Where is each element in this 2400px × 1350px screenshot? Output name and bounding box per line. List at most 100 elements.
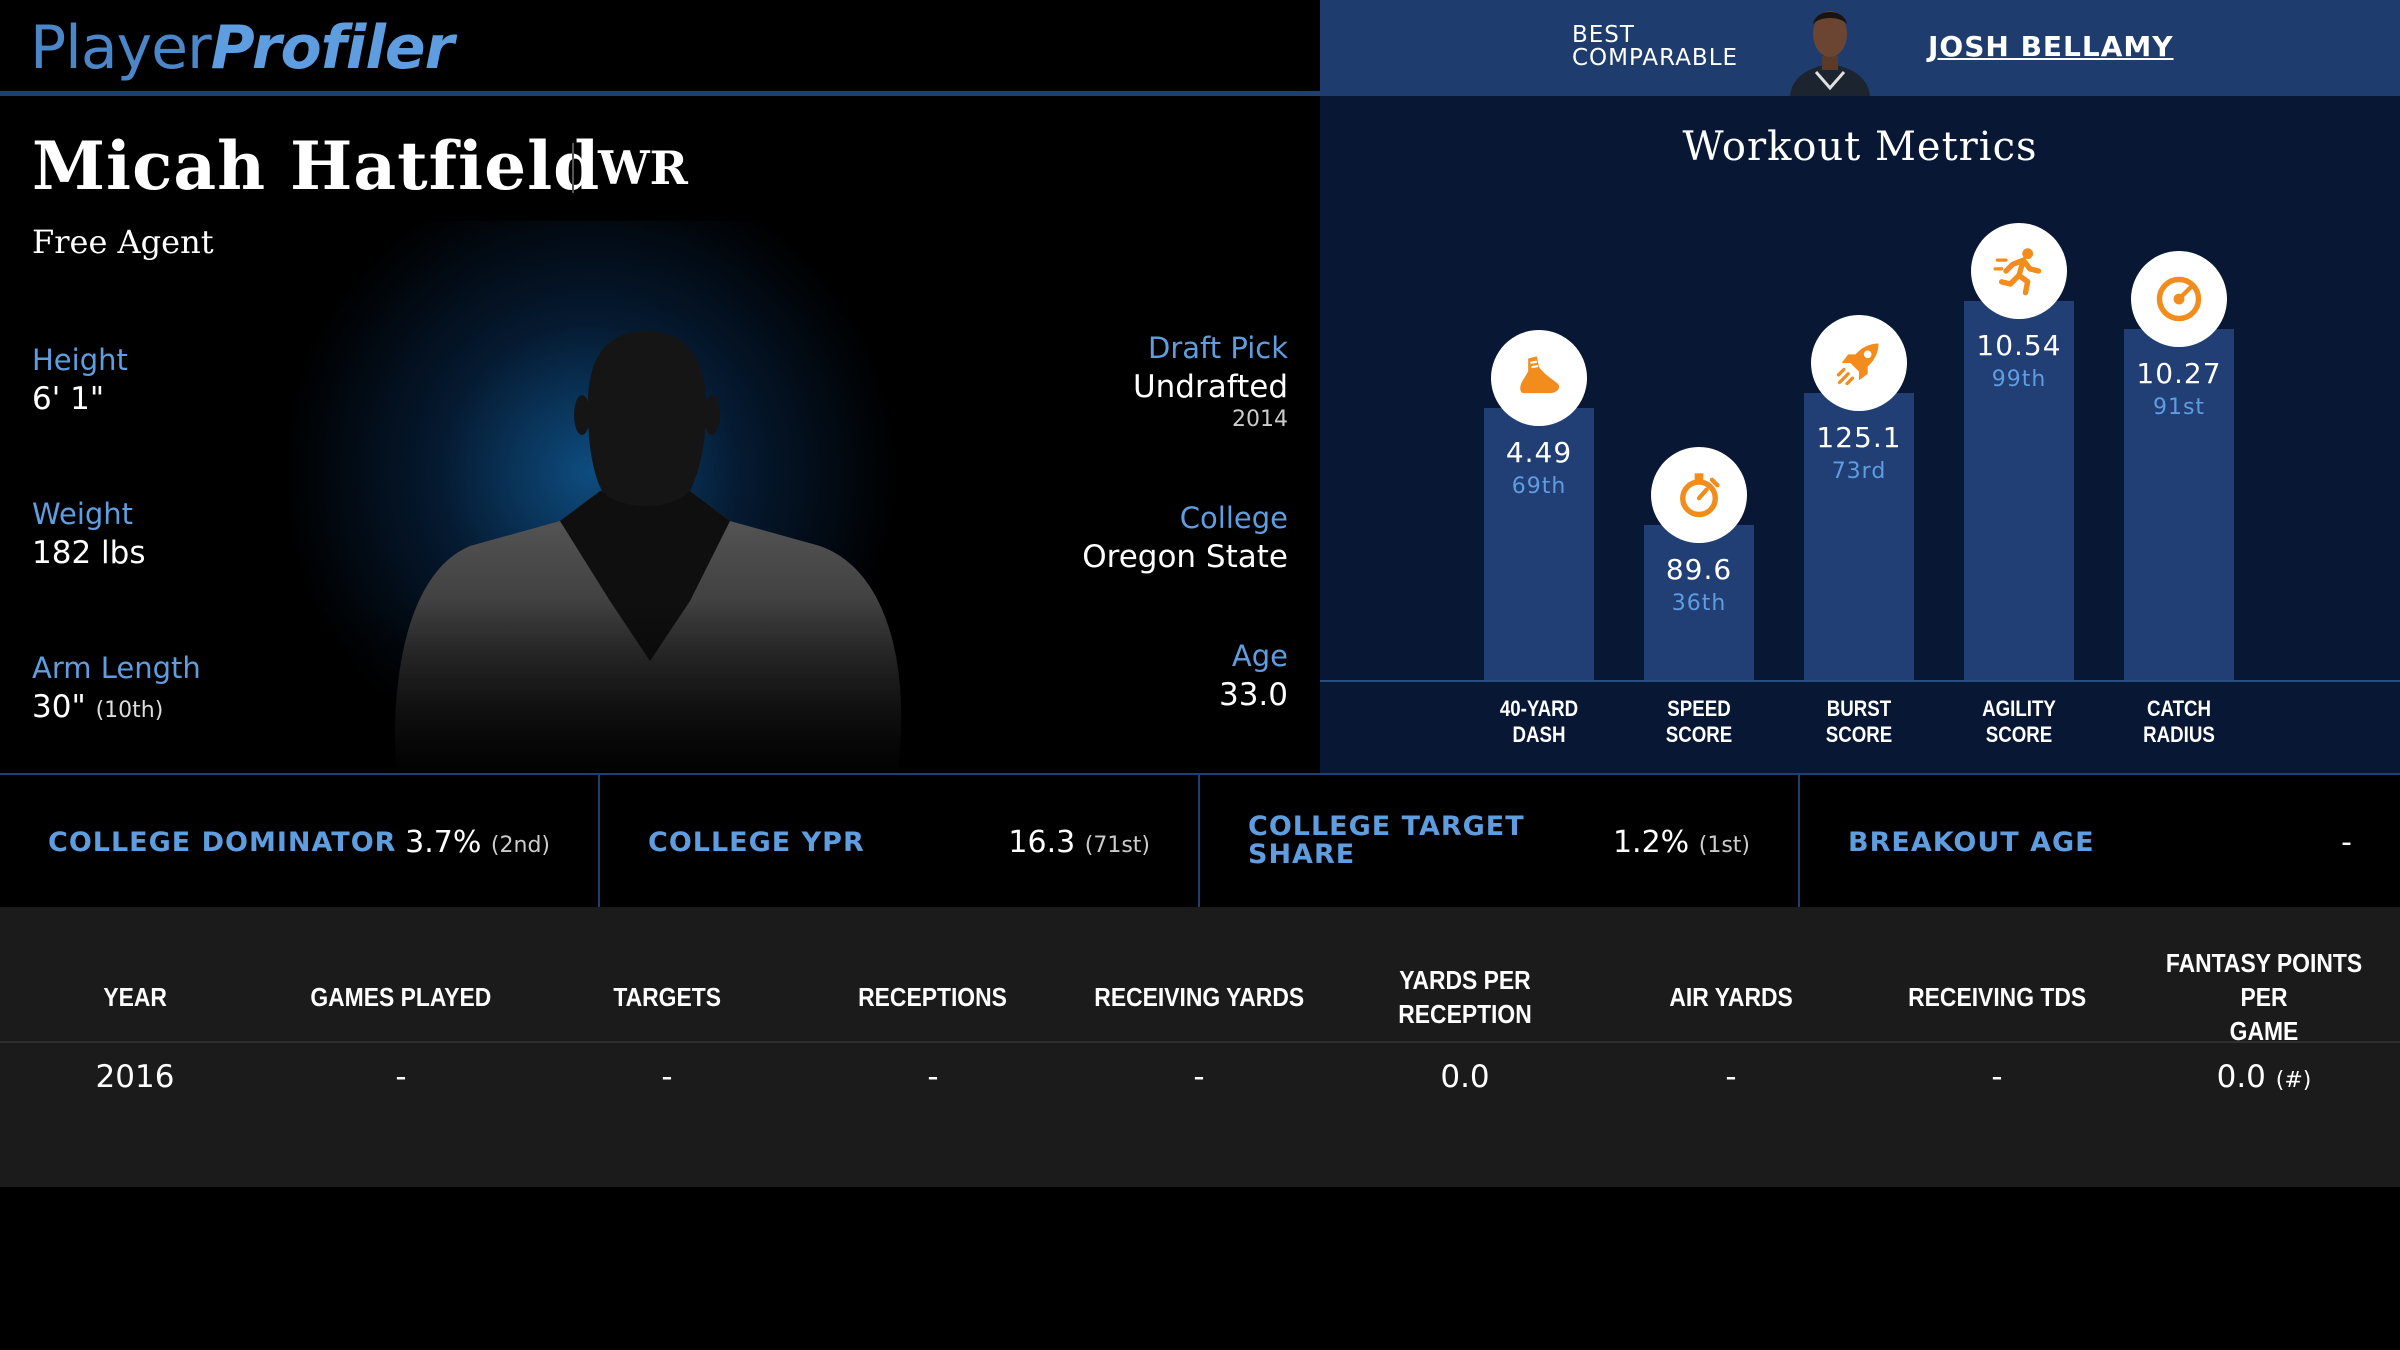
college-ypr-box: COLLEGE YPR 16.3 (71st) bbox=[600, 775, 1200, 909]
arm-length-number: 30" bbox=[32, 689, 86, 725]
cell-games-played: - bbox=[395, 1059, 407, 1095]
header-text-year: YEAR bbox=[103, 982, 167, 1012]
cell-receiving-yards: - bbox=[1193, 1059, 1205, 1095]
metric-value: 10.27 bbox=[2136, 357, 2222, 391]
breakout-age-value: - bbox=[2341, 825, 2352, 860]
metric-percentile: 73rd bbox=[1831, 459, 1887, 485]
best-comparable-line2: COMPARABLE bbox=[1572, 45, 1739, 71]
logo-text-profiler: Profiler bbox=[210, 13, 454, 83]
college-target-share-box: COLLEGE TARGET SHARE 1.2% (1st) bbox=[1200, 775, 1800, 909]
player-profiler-logo[interactable]: PlayerProfiler bbox=[30, 12, 454, 84]
metric-label-line1: 40-YARD bbox=[1499, 696, 1579, 721]
header-text-receptions: RECEPTIONS bbox=[858, 982, 1008, 1012]
metric-label: BURST SCORE bbox=[1791, 696, 1927, 748]
cell-year: 2016 bbox=[95, 1059, 175, 1095]
metric-label-line1: AGILITY bbox=[1982, 696, 2056, 721]
player-position: WR bbox=[598, 141, 688, 195]
header-text-games-played: GAMES PLAYED bbox=[310, 982, 492, 1012]
college-value: Oregon State bbox=[1082, 539, 1288, 575]
best-comparable-label: BEST COMPARABLE bbox=[1572, 24, 1738, 70]
table-header-targets[interactable]: TARGETS bbox=[532, 957, 802, 1037]
college-stats-row: COLLEGE DOMINATOR 3.7% (2nd) COLLEGE YPR… bbox=[0, 773, 2400, 909]
header-text-yards-per-reception: YARDS PER RECEPTION bbox=[1398, 965, 1532, 1029]
metric-label-line1: SPEED bbox=[1667, 696, 1731, 721]
college-target-share-rank: (1st) bbox=[1698, 833, 1750, 858]
comparable-player-link[interactable]: JOSH BELLAMY bbox=[1928, 30, 2174, 63]
college-ypr-label: COLLEGE YPR bbox=[648, 827, 865, 858]
table-header-divider bbox=[0, 1041, 2400, 1043]
table-header-receiving-tds[interactable]: RECEIVING TDS bbox=[1862, 957, 2132, 1037]
player-name: Micah Hatfield bbox=[32, 127, 601, 205]
metric-label-line2: RADIUS bbox=[2143, 722, 2215, 747]
college-dominator-number: 3.7% bbox=[405, 825, 482, 860]
metric-bar-agility bbox=[1964, 301, 2074, 680]
weight-value: 182 lbs bbox=[32, 535, 146, 571]
college-target-share-label: COLLEGE TARGET SHARE bbox=[1248, 813, 1525, 869]
table-header-fantasy-points[interactable]: FANTASY POINTS PER GAME bbox=[2128, 948, 2400, 1046]
metric-value: 89.6 bbox=[1665, 552, 1733, 586]
header-text-targets: TARGETS bbox=[613, 982, 721, 1012]
metric-value: 10.54 bbox=[1976, 329, 2062, 362]
comparable-player-photo[interactable] bbox=[1780, 0, 1880, 96]
player-info-panel: Micah Hatfield WR Free Agent Height 6' 1… bbox=[0, 101, 1320, 773]
header-text-fantasy-points-line1: FANTASY POINTS PER bbox=[2165, 948, 2363, 1012]
header-text-receiving-tds: RECEIVING TDS bbox=[1908, 982, 2086, 1012]
table-header-air-yards[interactable]: AIR YARDS bbox=[1596, 957, 1866, 1037]
stopwatch-icon bbox=[1651, 446, 1747, 543]
breakout-age-box: BREAKOUT AGE - bbox=[1800, 775, 2400, 909]
metric-label-line1: CATCH bbox=[2146, 696, 2212, 721]
best-comparable-line1: BEST bbox=[1572, 22, 1635, 48]
name-divider bbox=[572, 143, 574, 193]
shoe-icon bbox=[1491, 329, 1587, 426]
table-header-games-played[interactable]: GAMES PLAYED bbox=[266, 957, 536, 1037]
best-comparable-bar: BEST COMPARABLE JOSH BELLAMY bbox=[1320, 0, 2400, 96]
metric-label: AGILITY SCORE bbox=[1951, 696, 2087, 748]
breakout-age-label: BREAKOUT AGE bbox=[1848, 827, 2095, 858]
college-dominator-box: COLLEGE DOMINATOR 3.7% (2nd) bbox=[0, 775, 600, 909]
college-ypr-value: 16.3 (71st) bbox=[1008, 825, 1150, 860]
workout-metrics-title: Workout Metrics bbox=[1682, 124, 2038, 170]
draft-year: 2014 bbox=[1232, 407, 1288, 432]
metric-label-line2: SCORE bbox=[1985, 722, 2053, 747]
college-dominator-value: 3.7% (2nd) bbox=[405, 825, 550, 860]
table-header-receptions[interactable]: RECEPTIONS bbox=[798, 957, 1068, 1037]
workout-metrics-panel: Workout Metrics 4.49 69th 40-YARD DASH 89.6 3… bbox=[1320, 96, 2400, 773]
target-icon bbox=[2131, 251, 2227, 348]
draft-pick-value: Undrafted bbox=[1132, 369, 1288, 405]
table-header-yards-per-reception[interactable]: YARDS PER RECEPTION bbox=[1330, 957, 1600, 1037]
college-target-share-number: 1.2% bbox=[1612, 825, 1690, 860]
metric-label: SPEED SCORE bbox=[1631, 696, 1767, 748]
college-target-share-label-line1: COLLEGE TARGET bbox=[1248, 811, 1525, 842]
fantasy-points-hash: (#) bbox=[2275, 1068, 2312, 1093]
cell-yards-per-reception: 0.0 bbox=[1440, 1059, 1490, 1095]
header-text-receiving-yards: RECEIVING YARDS bbox=[1094, 982, 1304, 1012]
table-header-receiving-yards[interactable]: RECEIVING YARDS bbox=[1064, 957, 1334, 1037]
metric-label-line2: SCORE bbox=[1665, 722, 1733, 747]
table-header-year[interactable]: YEAR bbox=[0, 957, 270, 1037]
season-stats-table: YEAR GAMES PLAYED TARGETS RECEPTIONS REC… bbox=[0, 907, 2400, 1187]
metric-label-line2: DASH bbox=[1512, 722, 1566, 747]
metric-value: 125.1 bbox=[1816, 421, 1902, 455]
breakout-age-number: - bbox=[2341, 825, 2352, 860]
height-value: 6' 1" bbox=[32, 381, 105, 417]
college-label: College bbox=[1179, 501, 1288, 535]
age-label: Age bbox=[1231, 639, 1288, 673]
metric-value: 4.49 bbox=[1505, 435, 1573, 469]
college-target-share-value: 1.2% (1st) bbox=[1613, 825, 1750, 860]
metric-percentile: 91st bbox=[2152, 395, 2206, 421]
arm-length-value: 30" (10th) bbox=[32, 689, 163, 725]
cell-fantasy-points: 0.0 (#) bbox=[2128, 1059, 2400, 1103]
cell-receiving-tds: - bbox=[1991, 1059, 2003, 1095]
metric-bar-speed bbox=[1644, 524, 1754, 680]
college-target-share-label-line2: SHARE bbox=[1248, 839, 1356, 870]
logo-text-player: Player bbox=[30, 13, 212, 83]
rocket-icon bbox=[1811, 315, 1907, 412]
metrics-baseline bbox=[1320, 680, 2400, 682]
college-ypr-number: 16.3 bbox=[1008, 825, 1076, 860]
college-ypr-rank: (71st) bbox=[1084, 833, 1150, 858]
metric-percentile: 99th bbox=[1991, 367, 2047, 392]
arm-length-rank: (10th) bbox=[95, 698, 164, 723]
metric-label: 40-YARD DASH bbox=[1471, 696, 1607, 748]
metric-bar-burst bbox=[1804, 393, 1914, 680]
metric-label: CATCH RADIUS bbox=[2111, 696, 2247, 748]
